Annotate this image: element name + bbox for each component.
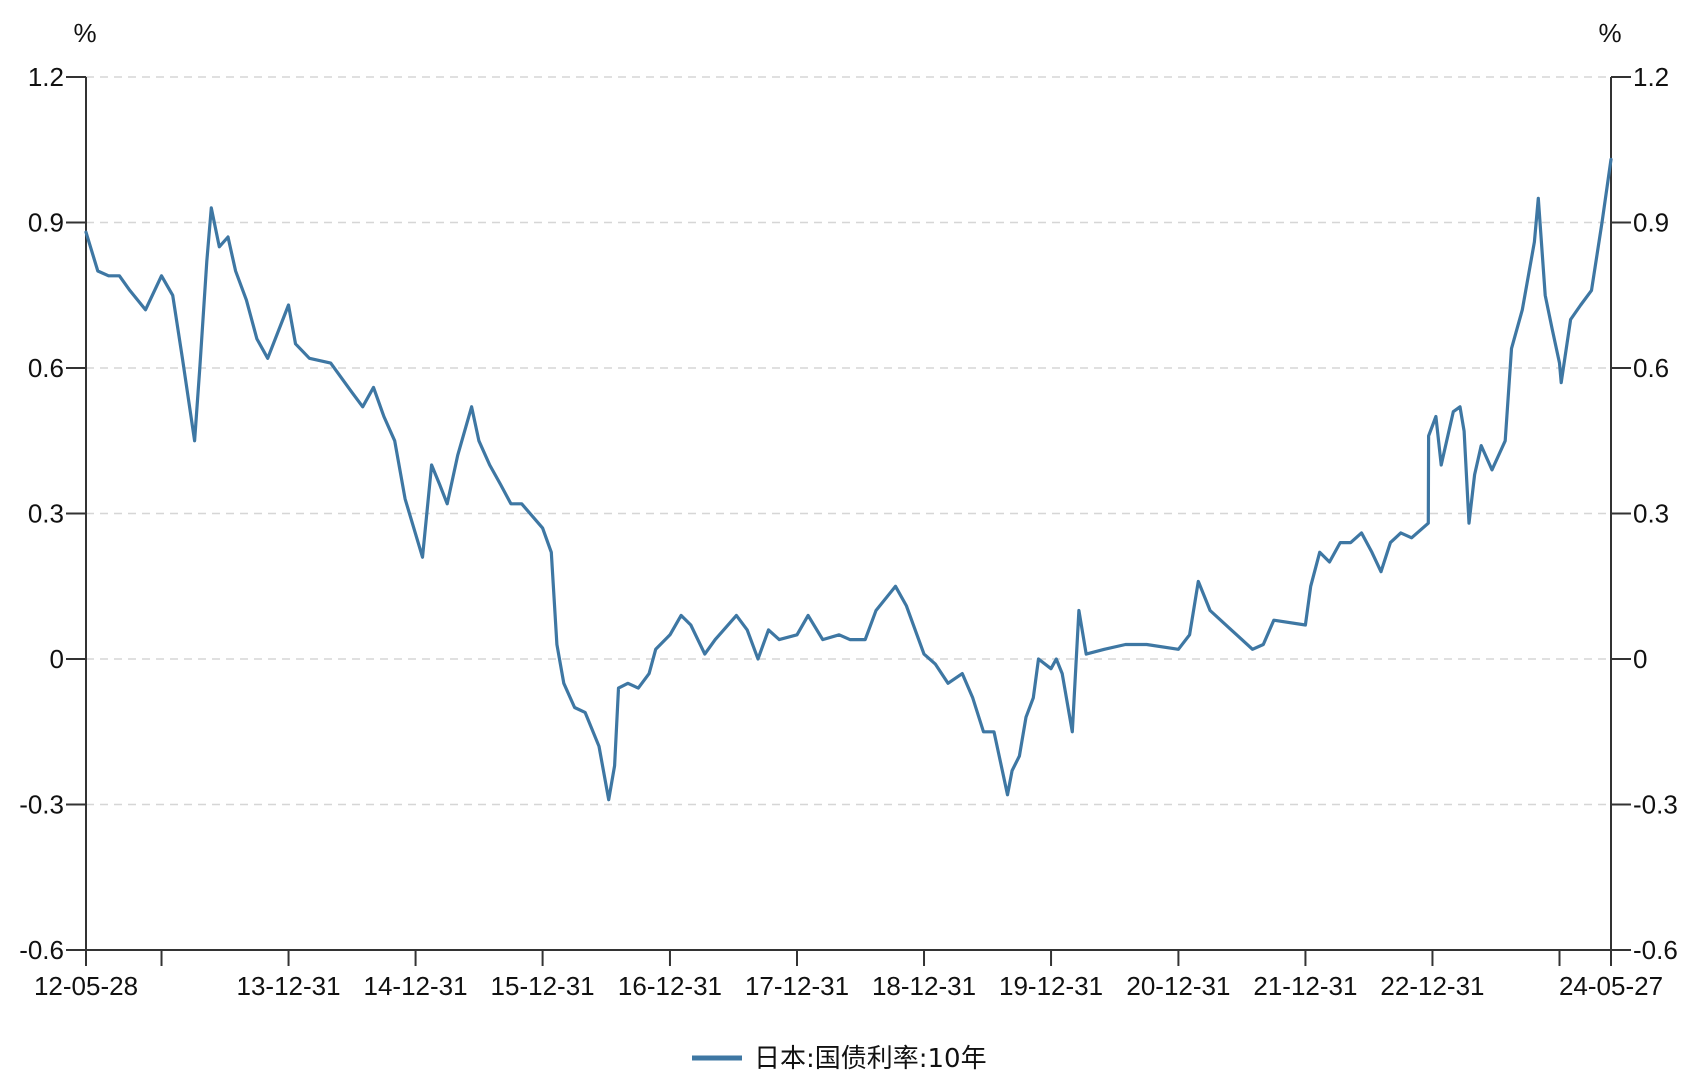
x-tick-label: 22-12-31 xyxy=(1380,971,1484,1001)
y-tick-label-right: 0.3 xyxy=(1633,499,1669,529)
y-axis-unit-left: % xyxy=(73,18,96,48)
x-tick-label: 19-12-31 xyxy=(999,971,1103,1001)
gridlines xyxy=(86,76,1611,806)
y-tick-label-left: 1.2 xyxy=(28,62,64,92)
y-tick-label-right: -0.3 xyxy=(1633,790,1678,820)
x-tick-label: 13-12-31 xyxy=(237,971,341,1001)
y-tick-label-left: 0.9 xyxy=(28,208,64,238)
y-tick-label-left: -0.6 xyxy=(19,935,64,965)
x-tick-label: 24-05-27 xyxy=(1559,971,1663,1001)
series-line xyxy=(84,157,1613,802)
y-tick-label-left: -0.3 xyxy=(19,790,64,820)
y-tick-label-left: 0.3 xyxy=(28,499,64,529)
y-tick-label-right: 0 xyxy=(1633,644,1647,674)
y-tick-label-left: 0.6 xyxy=(28,353,64,383)
y-tick-label-right: -0.6 xyxy=(1633,935,1678,965)
x-tick-label: 18-12-31 xyxy=(872,971,976,1001)
y-axis-right: 1.2 0.9 0.6 0.3 0 -0.3 -0.6 xyxy=(1610,62,1678,965)
x-tick-label: 15-12-31 xyxy=(491,971,595,1001)
legend: 日本:国债利率:10年 xyxy=(692,1044,987,1074)
legend-label: 日本:国债利率:10年 xyxy=(754,1044,987,1074)
x-tick-label: 16-12-31 xyxy=(618,971,722,1001)
x-axis: 12-05-28 13-12-31 14-12-31 15-12-31 16-12-31… xyxy=(34,949,1663,1001)
x-tick-label: 21-12-31 xyxy=(1253,971,1357,1001)
x-tick-label: 14-12-31 xyxy=(364,971,468,1001)
y-axis-left: 1.2 0.9 0.6 0.3 0 -0.3 -0.6 xyxy=(19,62,87,965)
x-tick-label: 20-12-31 xyxy=(1126,971,1230,1001)
y-tick-label-left: 0 xyxy=(50,644,64,674)
plot-area xyxy=(84,157,1613,802)
y-tick-label-right: 0.9 xyxy=(1633,208,1669,238)
y-tick-label-right: 1.2 xyxy=(1633,62,1669,92)
x-tick-label: 12-05-28 xyxy=(34,971,138,1001)
y-tick-label-right: 0.6 xyxy=(1633,353,1669,383)
y-axis-unit-right: % xyxy=(1598,18,1621,48)
x-tick-label: 17-12-31 xyxy=(745,971,849,1001)
